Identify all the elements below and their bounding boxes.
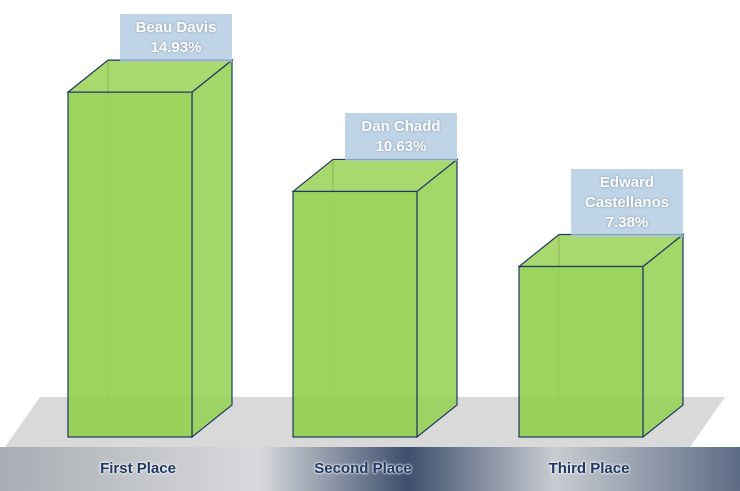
bar xyxy=(68,92,192,437)
bar-side xyxy=(192,60,232,437)
x-tick-label: Third Place xyxy=(549,460,630,477)
bar-side xyxy=(643,235,683,437)
chart-canvas xyxy=(0,0,740,491)
label-value: 14.93% xyxy=(123,38,229,58)
label-value: 10.63% xyxy=(348,137,454,157)
chart: Beau Davis14.93% First Place Dan Chadd10.6… xyxy=(0,0,740,491)
bar xyxy=(519,267,643,437)
label-name: Edward Castellanos xyxy=(574,173,680,213)
label-name: Dan Chadd xyxy=(348,117,454,137)
label-name: Beau Davis xyxy=(123,18,229,38)
label-value: 7.38% xyxy=(574,213,680,233)
bar xyxy=(293,191,417,437)
x-tick-label: First Place xyxy=(100,460,176,477)
x-tick-label: Second Place xyxy=(314,460,412,477)
bar-side xyxy=(417,159,457,437)
